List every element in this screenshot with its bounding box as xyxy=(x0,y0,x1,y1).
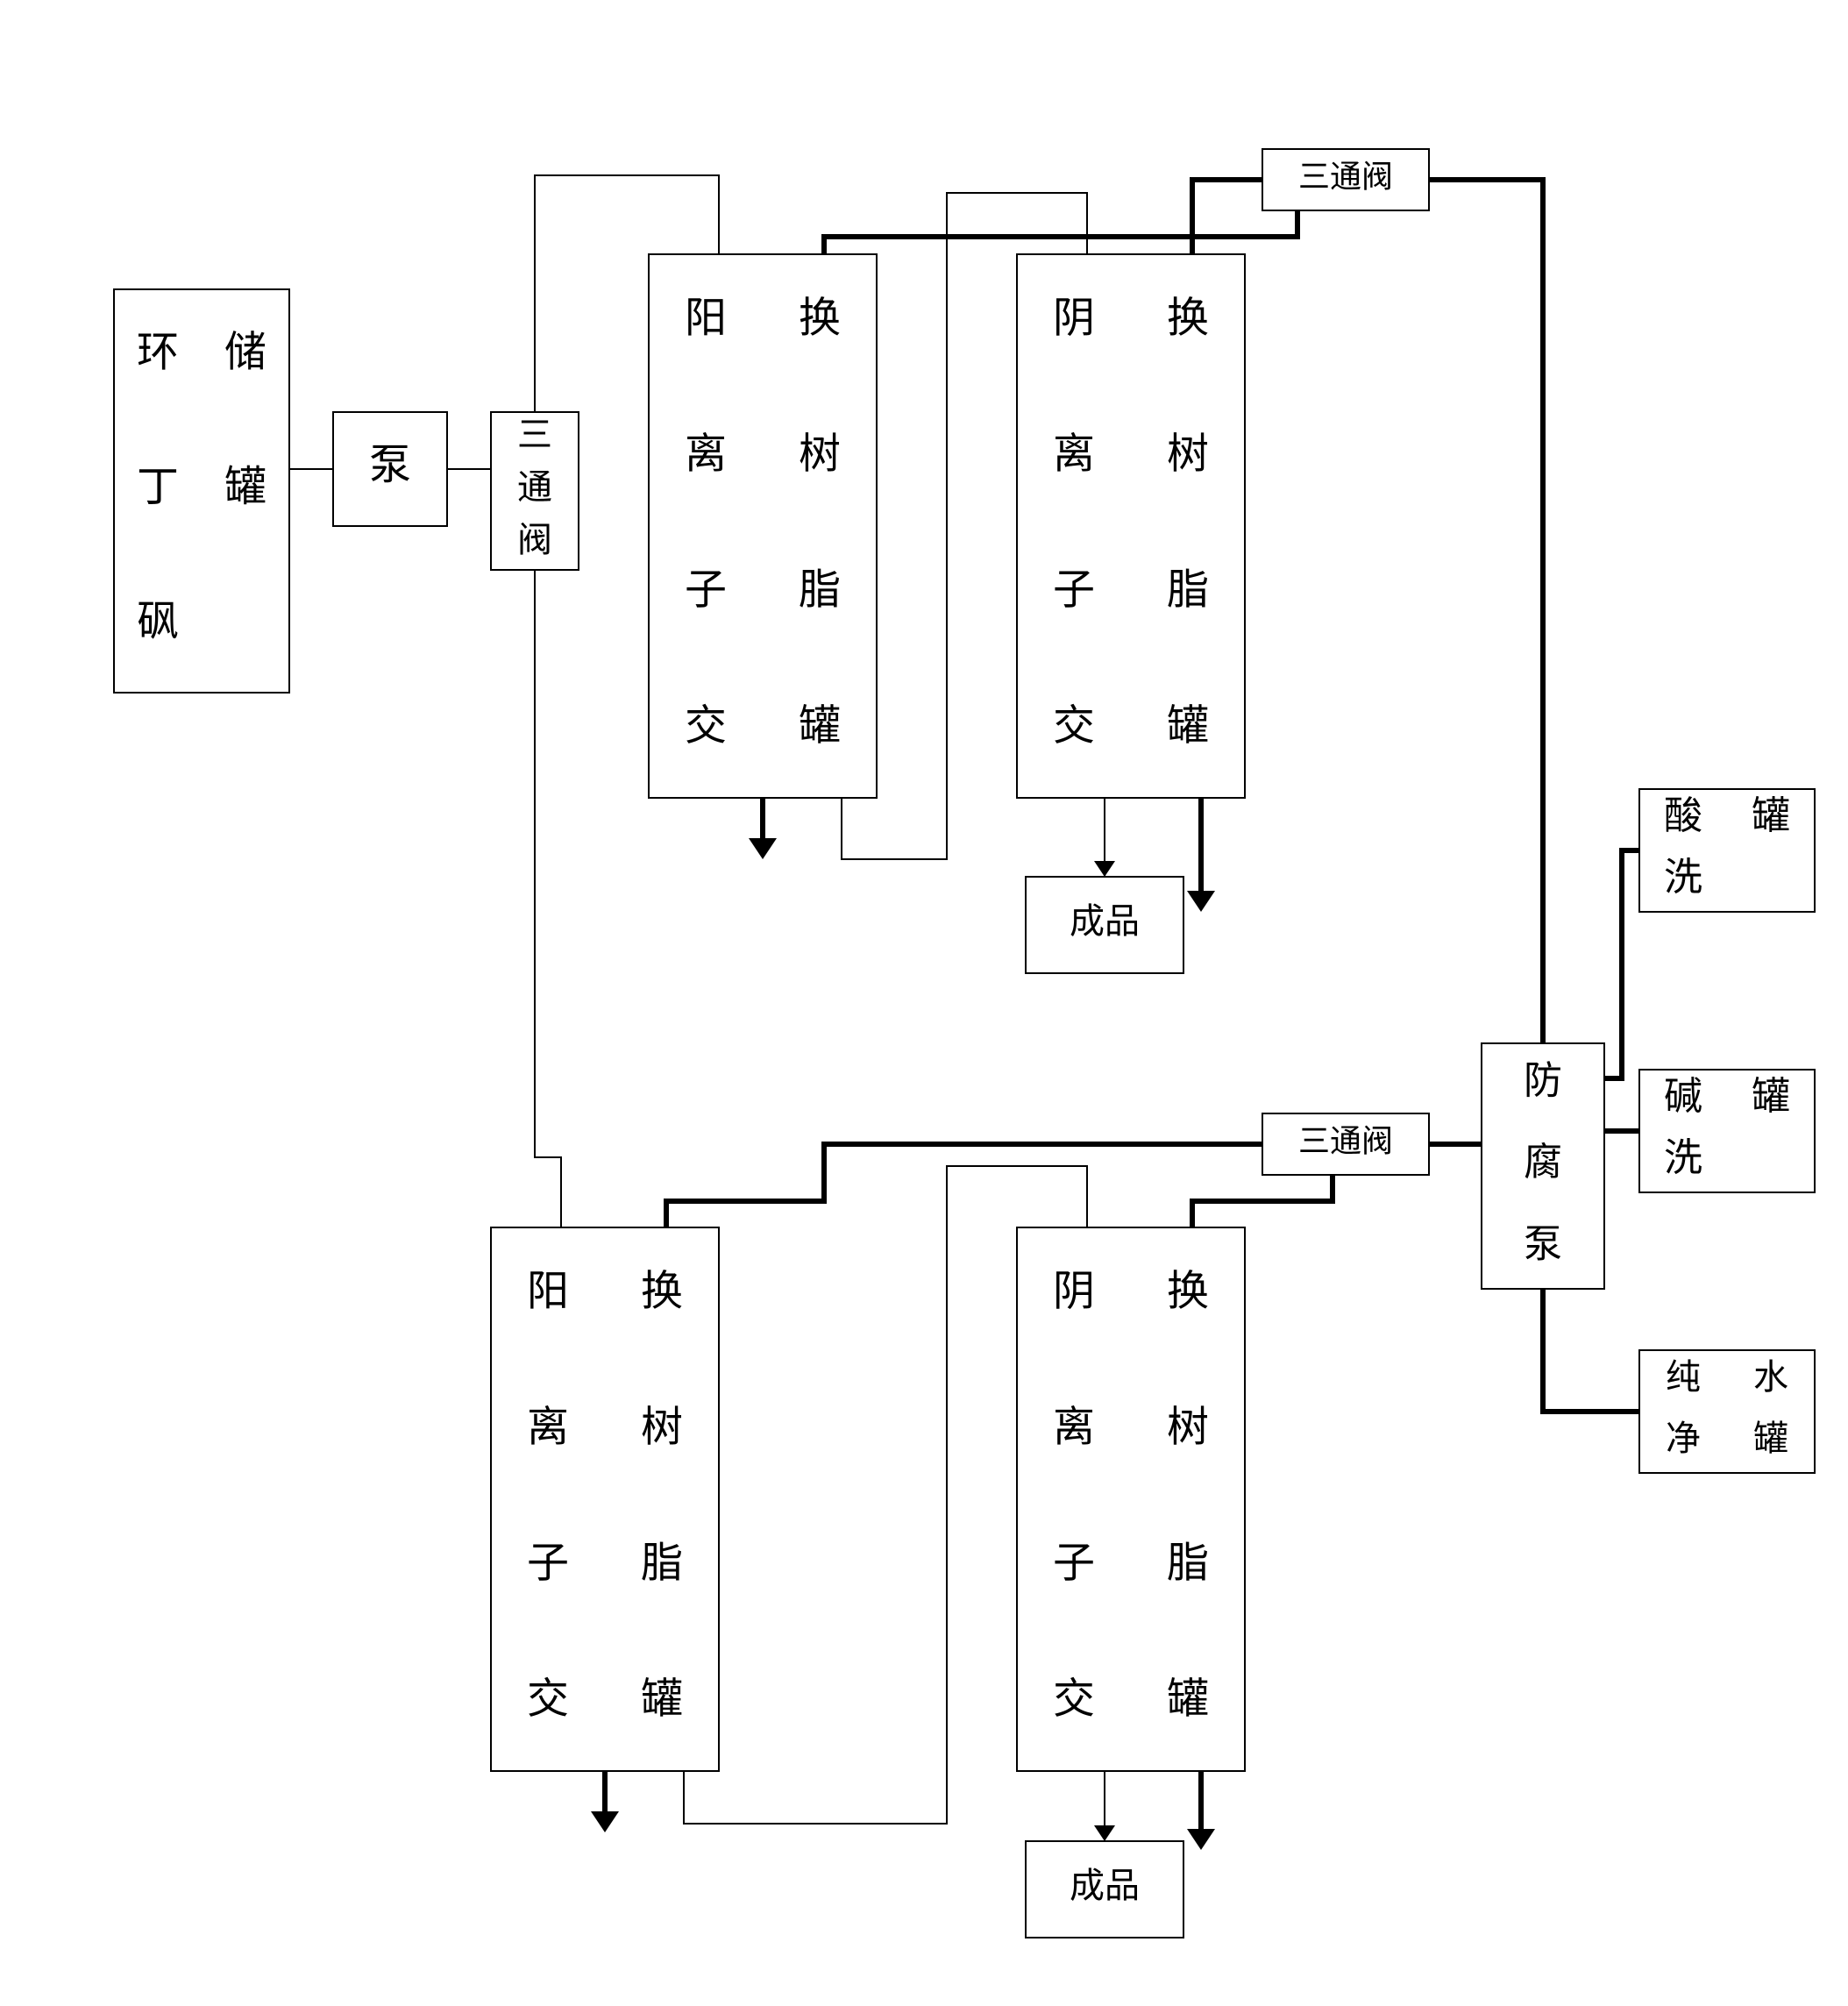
svg-text:丁: 丁 xyxy=(137,464,179,510)
svg-text:罐: 罐 xyxy=(1752,794,1790,837)
svg-text:三通阀: 三通阀 xyxy=(1298,159,1393,194)
svg-text:罐: 罐 xyxy=(1167,1676,1209,1723)
svg-text:阴: 阴 xyxy=(1053,295,1095,342)
svg-text:子: 子 xyxy=(527,1540,569,1587)
svg-text:罐: 罐 xyxy=(641,1676,683,1723)
three-way-valve-1: 三通阀 xyxy=(491,412,579,570)
svg-text:子: 子 xyxy=(1053,567,1095,614)
svg-text:离: 离 xyxy=(1053,1405,1095,1451)
svg-text:离: 离 xyxy=(527,1405,569,1451)
anion-exchange-resin-tank-1: 阴离子交 换树脂罐 xyxy=(1017,254,1245,798)
three-way-valve-3: 三通阀 xyxy=(1262,1113,1429,1175)
svg-text:净: 净 xyxy=(1666,1419,1701,1458)
svg-text:罐: 罐 xyxy=(1753,1419,1788,1458)
svg-text:成品: 成品 xyxy=(1070,901,1140,941)
svg-text:储: 储 xyxy=(224,330,267,376)
svg-text:阴: 阴 xyxy=(1053,1269,1095,1315)
svg-text:脂: 脂 xyxy=(1167,567,1209,614)
sulfolane-storage-tank: 环丁砜 储罐 xyxy=(114,289,289,693)
three-way-valve-2: 三通阀 xyxy=(1262,149,1429,210)
svg-text:酸: 酸 xyxy=(1664,794,1702,837)
pure-water-tank: 纯净 水罐 xyxy=(1639,1350,1815,1473)
svg-text:水: 水 xyxy=(1753,1357,1788,1397)
svg-text:树: 树 xyxy=(1167,431,1209,478)
svg-text:脂: 脂 xyxy=(799,567,841,614)
svg-text:防: 防 xyxy=(1524,1059,1562,1102)
product-2: 成品 xyxy=(1026,1841,1183,1938)
svg-text:子: 子 xyxy=(1053,1540,1095,1587)
alkali-wash-tank: 碱洗 罐 xyxy=(1639,1070,1815,1192)
svg-text:罐: 罐 xyxy=(1752,1075,1790,1118)
svg-text:脂: 脂 xyxy=(1167,1540,1209,1587)
svg-text:交: 交 xyxy=(527,1676,569,1723)
svg-text:换: 换 xyxy=(641,1269,683,1315)
svg-text:环: 环 xyxy=(137,330,179,376)
svg-text:泵: 泵 xyxy=(369,442,411,488)
svg-text:碱: 碱 xyxy=(1664,1075,1702,1118)
svg-text:交: 交 xyxy=(685,703,727,750)
svg-text:换: 换 xyxy=(1167,1269,1209,1315)
svg-text:换: 换 xyxy=(1167,295,1209,342)
svg-text:纯: 纯 xyxy=(1666,1357,1701,1397)
anion-exchange-resin-tank-2: 阴离子交 换树脂罐 xyxy=(1017,1227,1245,1771)
svg-text:腐: 腐 xyxy=(1524,1141,1562,1184)
svg-text:罐: 罐 xyxy=(1167,703,1209,750)
svg-text:泵: 泵 xyxy=(1524,1222,1562,1265)
product-1: 成品 xyxy=(1026,877,1183,973)
cation-exchange-resin-tank-1: 阳离子交 换树脂罐 xyxy=(649,254,877,798)
svg-text:树: 树 xyxy=(641,1405,683,1451)
svg-text:通: 通 xyxy=(517,467,552,507)
flowchart-diagram: 环丁砜储罐泵三通阀三通阀三通阀阳离子交换树脂罐阴离子交换树脂罐阳离子交换树脂罐阴… xyxy=(0,0,1848,2006)
svg-text:阳: 阳 xyxy=(685,295,727,342)
svg-text:交: 交 xyxy=(1053,703,1095,750)
svg-text:三通阀: 三通阀 xyxy=(1298,1123,1393,1158)
acid-wash-tank: 酸洗 罐 xyxy=(1639,789,1815,912)
svg-text:离: 离 xyxy=(1053,431,1095,478)
svg-text:交: 交 xyxy=(1053,1676,1095,1723)
svg-text:洗: 洗 xyxy=(1664,856,1702,899)
svg-text:罐: 罐 xyxy=(224,464,267,510)
svg-text:换: 换 xyxy=(799,295,841,342)
svg-text:洗: 洗 xyxy=(1664,1136,1702,1179)
svg-text:离: 离 xyxy=(685,431,727,478)
svg-text:阀: 阀 xyxy=(517,520,552,559)
svg-text:砜: 砜 xyxy=(137,598,179,644)
svg-text:树: 树 xyxy=(799,431,841,478)
svg-text:成品: 成品 xyxy=(1070,1866,1140,1905)
anti-corrosion-pump: 防腐泵 xyxy=(1482,1043,1604,1289)
svg-text:脂: 脂 xyxy=(641,1540,683,1587)
cation-exchange-resin-tank-2: 阳离子交 换树脂罐 xyxy=(491,1227,719,1771)
svg-text:罐: 罐 xyxy=(799,703,841,750)
pump: 泵 xyxy=(333,412,447,526)
svg-text:阳: 阳 xyxy=(527,1269,569,1315)
svg-text:树: 树 xyxy=(1167,1405,1209,1451)
svg-text:三: 三 xyxy=(517,415,552,454)
svg-text:子: 子 xyxy=(685,567,727,614)
